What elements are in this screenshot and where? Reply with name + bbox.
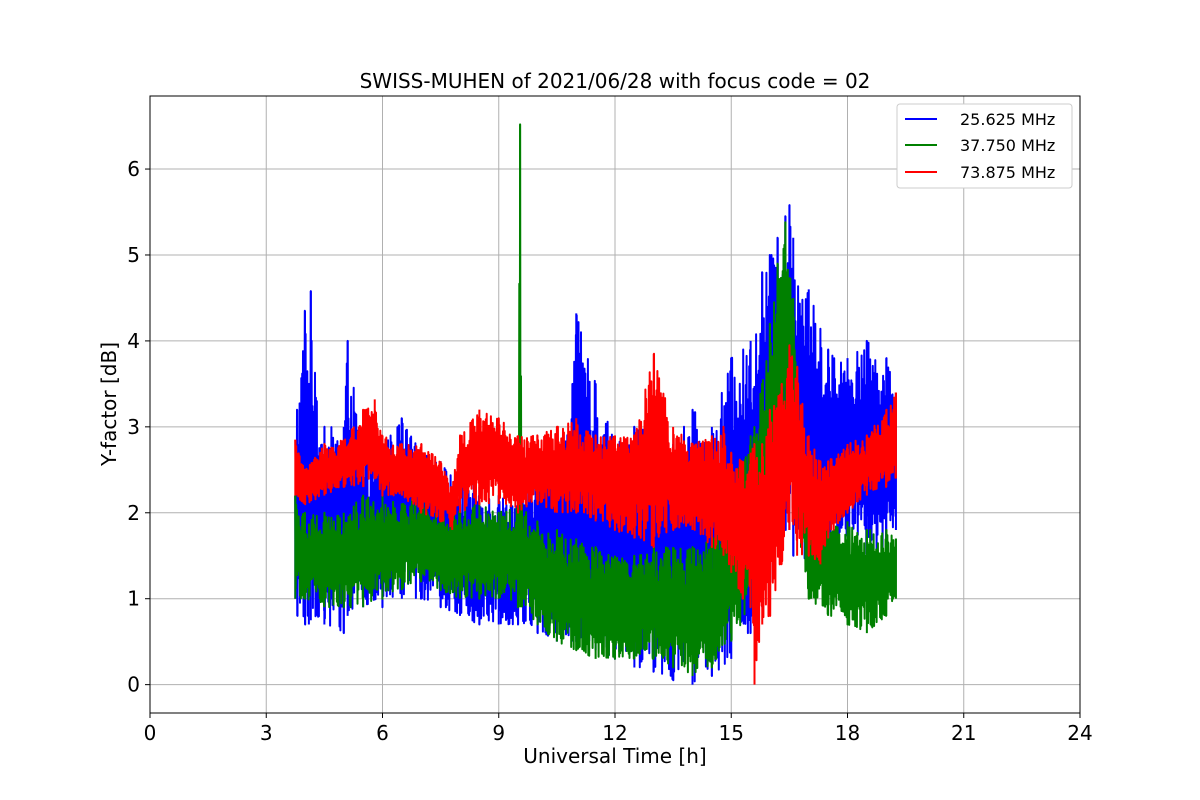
x-tick-label: 18	[835, 721, 860, 745]
x-tick-label: 3	[260, 721, 273, 745]
x-axis-label: Universal Time [h]	[523, 744, 706, 768]
chart-title: SWISS-MUHEN of 2021/06/28 with focus cod…	[360, 69, 871, 93]
legend-label-37750: 37.750 MHz	[960, 136, 1055, 155]
legend-label-73875: 73.875 MHz	[960, 163, 1055, 182]
series-line-73875	[294, 344, 897, 662]
x-tick-label: 0	[144, 721, 157, 745]
y-tick-label: 4	[127, 329, 140, 353]
legend-box	[896, 103, 1073, 189]
x-tick-label: 12	[602, 721, 627, 745]
y-tick-label: 0	[127, 673, 140, 697]
x-tick-label: 24	[1067, 721, 1092, 745]
x-tick-label: 15	[719, 721, 744, 745]
y-tick-label: 2	[127, 501, 140, 525]
legend-label-25625: 25.625 MHz	[960, 110, 1055, 129]
x-tick-label: 21	[951, 721, 976, 745]
series-group	[294, 123, 897, 685]
y-tick-label: 1	[127, 587, 140, 611]
legend: 25.625 MHz 37.750 MHz 73.875 MHz	[896, 103, 1073, 189]
x-tick-label: 9	[492, 721, 505, 745]
y-tick-label: 5	[127, 243, 140, 267]
y-tick-label: 6	[127, 157, 140, 181]
y-axis-label: Y-factor [dB]	[97, 342, 121, 467]
x-tick-label: 6	[376, 721, 389, 745]
y-tick-label: 3	[127, 415, 140, 439]
